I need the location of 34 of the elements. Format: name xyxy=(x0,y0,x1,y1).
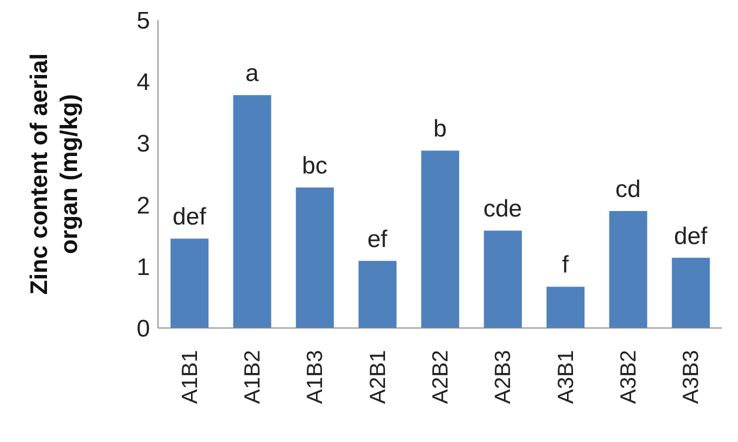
bar xyxy=(421,150,460,328)
y-axis-title: Zinc content of aerial organ (mg/kg) xyxy=(26,53,83,295)
x-tick-label: A2B1 xyxy=(364,350,390,404)
x-tick-label: A1B2 xyxy=(240,350,264,404)
annotation: f xyxy=(562,252,569,279)
y-tick-label: 2 xyxy=(136,192,150,220)
annotation: b xyxy=(433,116,447,143)
x-tick-label: A2B3 xyxy=(490,350,516,404)
bar xyxy=(546,286,585,328)
bar xyxy=(296,188,334,328)
annotation: ef xyxy=(367,226,388,253)
bar xyxy=(672,258,710,328)
annotation: def xyxy=(674,222,708,250)
y-tick-label: 5 xyxy=(136,8,150,35)
x-tick-label: A3B2 xyxy=(616,350,640,404)
y-tick-label: 0 xyxy=(136,316,150,343)
y-tick-label: 4 xyxy=(136,69,150,96)
annotation: a xyxy=(245,60,260,88)
y-tick-label: 1 xyxy=(136,254,150,281)
x-tick-label: A3B1 xyxy=(552,350,578,404)
bar xyxy=(170,238,209,328)
x-tick-label: A2B2 xyxy=(428,350,452,404)
annotation: def xyxy=(172,204,206,231)
bar xyxy=(233,95,272,328)
y-tick-label: 3 xyxy=(136,130,150,158)
bar xyxy=(609,210,648,328)
annotation: bc xyxy=(302,152,328,180)
x-tick-label: A1B3 xyxy=(302,350,328,404)
x-tick-label: A1B1 xyxy=(176,350,202,404)
annotation: cde xyxy=(483,196,522,223)
bar xyxy=(484,230,522,328)
x-tick-label: A3B3 xyxy=(678,350,704,404)
bar xyxy=(358,260,397,328)
annotation: cd xyxy=(615,176,641,203)
